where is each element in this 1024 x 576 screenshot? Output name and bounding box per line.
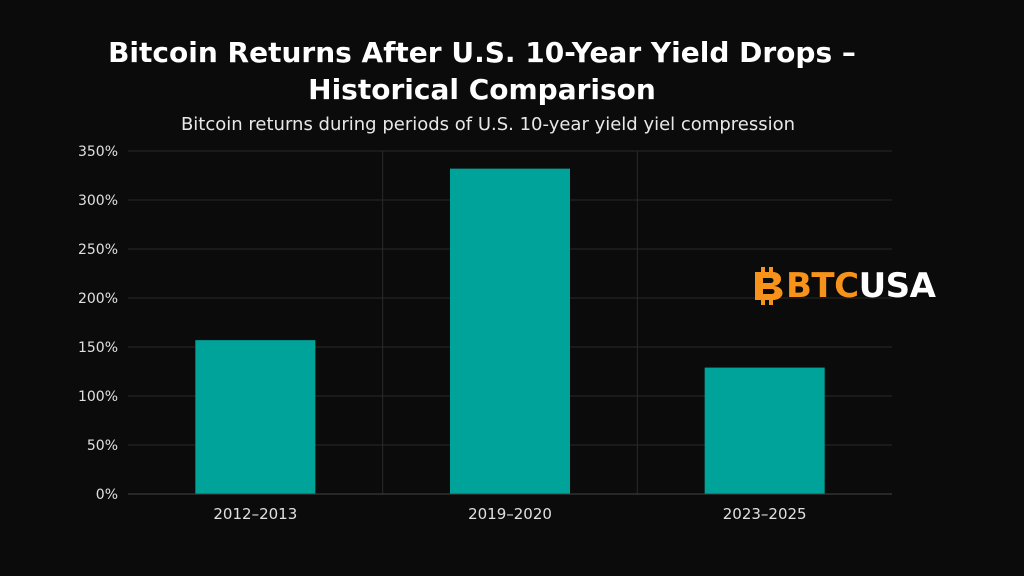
y-tick-label: 250% [78,242,118,258]
y-tick-label: 0% [96,487,118,503]
logo-usa-text: USA [858,266,936,306]
bar-2023–2025 [704,367,825,494]
y-tick-label: 300% [78,193,118,209]
btcusa-logo: BTC USA [752,264,936,308]
bars [195,168,825,494]
chart-title-line2: Historical Comparison [308,73,656,106]
bar-2012–2013 [195,340,316,494]
x-tick-label: 2023–2025 [723,505,807,523]
chart-subtitle: Bitcoin returns during periods of U.S. 1… [180,114,796,135]
bitcoin-b-icon [755,267,783,305]
logo-btc-text: BTC [786,266,859,306]
y-tick-label: 350% [78,144,118,160]
tick-labels: 0% 50% 100% 150% 200% 250% 300% 350% 2012–2013 20… [78,144,807,523]
y-tick-label: 150% [78,340,118,356]
y-tick-label: 200% [78,291,118,307]
y-tick-label: 50% [87,438,118,454]
y-tick-label: 100% [78,389,118,405]
bar-2019–2020 [450,168,570,494]
x-tick-label: 2019–2020 [468,505,552,523]
x-tick-label: 2012–2013 [213,505,297,523]
chart-title-line1: Bitcoin Returns After U.S. 10-Year Yield… [108,36,856,69]
